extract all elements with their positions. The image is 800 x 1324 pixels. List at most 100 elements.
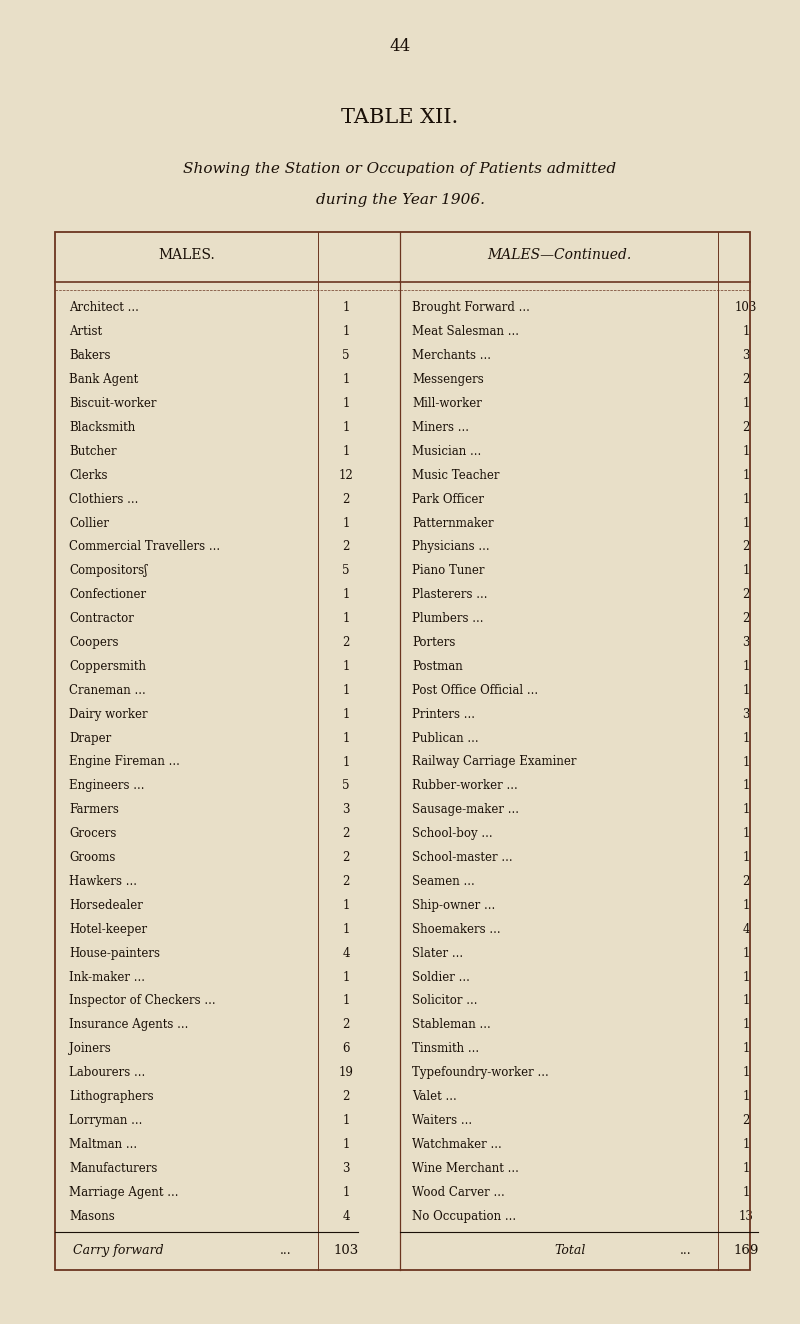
Text: Slater ...: Slater ... (412, 947, 463, 960)
Text: Biscuit-worker: Biscuit-worker (69, 397, 157, 410)
Text: 2: 2 (742, 588, 750, 601)
Text: Waiters ...: Waiters ... (412, 1113, 472, 1127)
Text: 1: 1 (342, 1137, 350, 1151)
Text: 1: 1 (342, 756, 350, 768)
Text: Grooms: Grooms (69, 851, 115, 865)
Text: Postman: Postman (412, 659, 462, 673)
Text: Patternmaker: Patternmaker (412, 516, 494, 530)
Text: 1: 1 (742, 397, 750, 410)
Text: 5: 5 (342, 780, 350, 792)
Text: Park Officer: Park Officer (412, 493, 484, 506)
Text: 1: 1 (742, 1137, 750, 1151)
Text: Contractor: Contractor (69, 612, 134, 625)
Text: Railway Carriage Examiner: Railway Carriage Examiner (412, 756, 577, 768)
Text: Music Teacher: Music Teacher (412, 469, 499, 482)
Text: 1: 1 (742, 445, 750, 458)
Text: Seamen ...: Seamen ... (412, 875, 474, 888)
Text: 1: 1 (342, 970, 350, 984)
Text: 1: 1 (342, 659, 350, 673)
Text: Lorryman ...: Lorryman ... (69, 1113, 142, 1127)
Text: 4: 4 (342, 947, 350, 960)
Text: Post Office Official ...: Post Office Official ... (412, 683, 538, 696)
Text: during the Year 1906.: during the Year 1906. (315, 193, 485, 207)
Text: 1: 1 (742, 947, 750, 960)
Text: Collier: Collier (69, 516, 109, 530)
Text: 2: 2 (742, 421, 750, 434)
Text: Maltman ...: Maltman ... (69, 1137, 137, 1151)
Text: 103: 103 (735, 302, 757, 314)
Text: 44: 44 (390, 38, 410, 56)
Bar (55, 232, 750, 1270)
Text: Rubber-worker ...: Rubber-worker ... (412, 780, 518, 792)
Text: Meat Salesman ...: Meat Salesman ... (412, 326, 519, 339)
Text: 1: 1 (342, 1113, 350, 1127)
Text: Wood Carver ...: Wood Carver ... (412, 1186, 505, 1198)
Text: 1: 1 (342, 708, 350, 720)
Text: Mill-worker: Mill-worker (412, 397, 482, 410)
Text: School-boy ...: School-boy ... (412, 828, 493, 841)
Text: Confectioner: Confectioner (69, 588, 146, 601)
Text: Showing the Station or Occupation of Patients admitted: Showing the Station or Occupation of Pat… (183, 162, 617, 176)
Text: 1: 1 (342, 421, 350, 434)
Text: 1: 1 (742, 899, 750, 912)
Text: 2: 2 (742, 1113, 750, 1127)
Text: Masons: Masons (69, 1210, 114, 1222)
Text: 1: 1 (742, 804, 750, 817)
Text: 1: 1 (342, 1186, 350, 1198)
Text: 1: 1 (342, 899, 350, 912)
Text: 1: 1 (342, 683, 350, 696)
Text: Bakers: Bakers (69, 350, 110, 363)
Text: Architect ...: Architect ... (69, 302, 139, 314)
Text: 2: 2 (742, 875, 750, 888)
Text: Ship-owner ...: Ship-owner ... (412, 899, 495, 912)
Text: Stableman ...: Stableman ... (412, 1018, 490, 1031)
Text: Dairy worker: Dairy worker (69, 708, 148, 720)
Text: ...: ... (680, 1245, 692, 1256)
Text: 103: 103 (334, 1245, 358, 1256)
Text: 1: 1 (342, 994, 350, 1008)
Text: 19: 19 (338, 1066, 354, 1079)
Text: 1: 1 (742, 756, 750, 768)
Text: 1: 1 (342, 326, 350, 339)
Text: 3: 3 (342, 804, 350, 817)
Text: 1: 1 (342, 588, 350, 601)
Text: 1: 1 (342, 923, 350, 936)
Text: Engineers ...: Engineers ... (69, 780, 145, 792)
Text: Coppersmith: Coppersmith (69, 659, 146, 673)
Text: Publican ...: Publican ... (412, 732, 478, 744)
Text: Labourers ...: Labourers ... (69, 1066, 146, 1079)
Text: Solicitor ...: Solicitor ... (412, 994, 478, 1008)
Text: Musician ...: Musician ... (412, 445, 482, 458)
Text: 1: 1 (742, 1018, 750, 1031)
Text: 2: 2 (342, 875, 350, 888)
Text: House-painters: House-painters (69, 947, 160, 960)
Text: 2: 2 (742, 540, 750, 553)
Text: 2: 2 (742, 612, 750, 625)
Text: 2: 2 (342, 493, 350, 506)
Text: Printers ...: Printers ... (412, 708, 475, 720)
Text: Sausage-maker ...: Sausage-maker ... (412, 804, 519, 817)
Text: 1: 1 (742, 564, 750, 577)
Text: 4: 4 (742, 923, 750, 936)
Text: Blacksmith: Blacksmith (69, 421, 135, 434)
Text: 6: 6 (342, 1042, 350, 1055)
Text: 1: 1 (742, 994, 750, 1008)
Text: Grocers: Grocers (69, 828, 116, 841)
Text: Tinsmith ...: Tinsmith ... (412, 1042, 479, 1055)
Text: 13: 13 (738, 1210, 754, 1222)
Text: Plumbers ...: Plumbers ... (412, 612, 483, 625)
Text: 1: 1 (742, 1066, 750, 1079)
Text: 1: 1 (342, 373, 350, 387)
Text: 2: 2 (342, 636, 350, 649)
Text: 1: 1 (342, 732, 350, 744)
Text: Total: Total (554, 1245, 586, 1256)
Text: 5: 5 (342, 564, 350, 577)
Text: Manufacturers: Manufacturers (69, 1161, 158, 1174)
Text: Marriage Agent ...: Marriage Agent ... (69, 1186, 178, 1198)
Text: ...: ... (280, 1245, 292, 1256)
Text: Horsedealer: Horsedealer (69, 899, 143, 912)
Text: 12: 12 (338, 469, 354, 482)
Text: 1: 1 (742, 1186, 750, 1198)
Text: 1: 1 (342, 445, 350, 458)
Text: Commercial Travellers ...: Commercial Travellers ... (69, 540, 220, 553)
